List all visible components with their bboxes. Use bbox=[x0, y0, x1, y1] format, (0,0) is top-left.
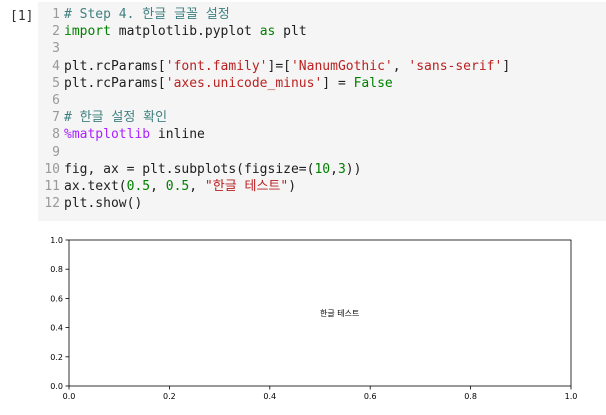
line-number: 2 bbox=[52, 24, 60, 40]
code-text: plt.show() bbox=[64, 195, 142, 212]
x-tick-label: 1.0 bbox=[565, 392, 578, 401]
code-line[interactable]: 7 # 한글 설정 확인 bbox=[38, 109, 606, 126]
y-tick-label: 1.0 bbox=[50, 236, 63, 245]
cell-output: 0.0 0.2 0.4 0.6 0.8 1.0 0.0 0.2 0.4 0.6 0.8 1.0 한글 테… bbox=[0, 228, 606, 411]
code-line[interactable]: 8 %matplotlib inline bbox=[38, 126, 606, 143]
line-number: 5 bbox=[52, 75, 60, 91]
code-line[interactable]: 1 # Step 4. 한글 글꼴 설정 bbox=[38, 6, 606, 23]
code-line[interactable]: 2 import matplotlib.pyplot as plt bbox=[38, 23, 606, 40]
x-tick-label: 0.4 bbox=[263, 392, 276, 401]
code-token: ) bbox=[288, 179, 297, 194]
code-token: # 한글 설정 확인 bbox=[64, 110, 168, 126]
line-number: 11 bbox=[44, 179, 60, 194]
code-token: , bbox=[189, 179, 205, 194]
code-text: # Step 4. 한글 글꼴 설정 bbox=[64, 6, 230, 23]
code-token: ] bbox=[502, 58, 511, 74]
code-line[interactable]: 5 plt.rcParams['axes.unicode_minus'] = Fa… bbox=[38, 75, 606, 92]
code-text: plt.rcParams['axes.unicode_minus'] = Fal… bbox=[64, 75, 393, 92]
line-number: 6 bbox=[52, 93, 60, 108]
code-token: 0.5 bbox=[165, 179, 190, 194]
y-tick-label: 0.4 bbox=[50, 324, 63, 333]
code-token: # Step 4. 한글 글꼴 설정 bbox=[64, 7, 230, 22]
x-tick-label: 0.0 bbox=[63, 392, 76, 401]
code-token: 0.5 bbox=[126, 179, 151, 194]
code-line[interactable]: 3 bbox=[38, 40, 606, 57]
code-token: plt bbox=[275, 24, 307, 40]
code-line[interactable]: 10 fig, ax = plt.subplots(figsize=(10,3)) bbox=[38, 161, 606, 178]
code-token: plt.rcParams[ bbox=[64, 75, 166, 91]
line-number: 3 bbox=[52, 41, 60, 57]
code-token: plt.rcParams[ bbox=[64, 58, 166, 74]
code-token: ax.text( bbox=[64, 179, 127, 194]
code-text: import matplotlib.pyplot as plt bbox=[64, 23, 307, 40]
y-tick-label: 0.0 bbox=[50, 382, 63, 391]
code-editor[interactable]: 1 # Step 4. 한글 글꼴 설정 2 import matplotlib.py… bbox=[38, 2, 606, 221]
code-token: 'NanumGothic' bbox=[290, 58, 393, 74]
x-tick-label: 0.2 bbox=[163, 392, 176, 401]
code-token: %matplotlib bbox=[64, 127, 151, 143]
code-cell[interactable]: [1] 1 # Step 4. 한글 글꼴 설정 2 import matplotli… bbox=[0, 0, 606, 222]
code-token: matplotlib.pyplot bbox=[110, 24, 260, 40]
line-number: 12 bbox=[44, 196, 60, 212]
code-line[interactable]: 12 plt.show() bbox=[38, 195, 606, 212]
code-text: # 한글 설정 확인 bbox=[64, 109, 167, 126]
line-number: 7 bbox=[52, 110, 60, 126]
x-tick-label: 0.6 bbox=[364, 392, 377, 401]
line-number: 1 bbox=[52, 7, 60, 22]
line-number: 9 bbox=[52, 144, 60, 160]
line-number: 10 bbox=[44, 161, 60, 177]
code-text: plt.rcParams['font.family']=['NanumGothi… bbox=[64, 58, 510, 75]
code-text: ax.text(0.5, 0.5, "한글 테스트") bbox=[64, 178, 296, 195]
code-token: inline bbox=[150, 127, 205, 143]
code-line[interactable]: 6 bbox=[38, 92, 606, 109]
code-token: , bbox=[392, 58, 409, 74]
y-tick-label: 0.8 bbox=[50, 265, 63, 274]
y-tick-label: 0.6 bbox=[50, 294, 63, 303]
code-token: 'font.family' bbox=[165, 58, 268, 74]
line-number: 4 bbox=[52, 58, 60, 74]
code-token: 'sans-serif' bbox=[408, 58, 503, 74]
matplotlib-figure: 0.0 0.2 0.4 0.6 0.8 1.0 0.0 0.2 0.4 0.6 0.8 1.0 한글 테… bbox=[50, 236, 578, 401]
code-token: 10 bbox=[314, 161, 331, 177]
code-token: as bbox=[259, 24, 276, 40]
text-annotation: 한글 테스트 bbox=[320, 309, 359, 318]
code-token: )) bbox=[345, 161, 362, 177]
code-line[interactable]: 4 plt.rcParams['font.family']=['NanumGoth… bbox=[38, 58, 606, 75]
plot-area bbox=[68, 239, 572, 387]
code-token: plt.show() bbox=[64, 196, 143, 212]
code-text: fig, ax = plt.subplots(figsize=(10,3)) bbox=[64, 161, 361, 178]
code-token: 'axes.unicode_minus' bbox=[165, 75, 323, 91]
code-line[interactable]: 9 bbox=[38, 144, 606, 161]
code-token: ]=[ bbox=[267, 58, 291, 74]
code-line[interactable]: 11 ax.text(0.5, 0.5, "한글 테스트") bbox=[38, 178, 606, 195]
code-token: 3 bbox=[337, 161, 346, 177]
line-number: 8 bbox=[52, 127, 60, 143]
x-tick-label: 0.8 bbox=[464, 392, 477, 401]
code-token: , bbox=[150, 179, 166, 194]
code-token: import bbox=[64, 24, 111, 40]
code-token: ] = bbox=[322, 75, 354, 91]
code-token: , bbox=[330, 161, 338, 177]
code-token: fig, ax = plt.subplots(figsize=( bbox=[64, 161, 315, 177]
code-token: False bbox=[353, 75, 393, 91]
code-token: "한글 테스트" bbox=[204, 179, 289, 194]
execution-prompt: [1] bbox=[10, 9, 34, 24]
code-text: %matplotlib inline bbox=[64, 126, 205, 143]
y-tick-label: 0.2 bbox=[50, 353, 63, 362]
